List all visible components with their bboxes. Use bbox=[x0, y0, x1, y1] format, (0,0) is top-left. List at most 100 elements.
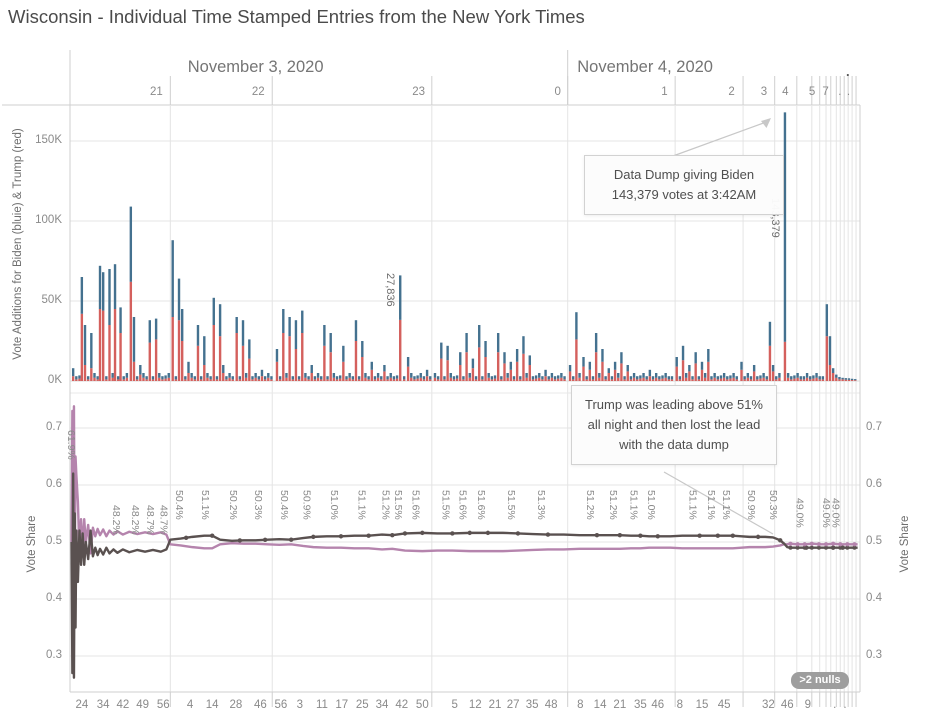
biden-bar bbox=[468, 373, 471, 378]
biden-bar bbox=[639, 375, 642, 379]
trump-bar bbox=[357, 379, 361, 381]
biden-share-marker bbox=[823, 542, 829, 547]
trump-bar bbox=[367, 379, 370, 381]
trump-bar bbox=[263, 379, 267, 381]
trump-bar bbox=[572, 379, 575, 381]
biden-bar bbox=[560, 373, 563, 378]
biden-bar bbox=[654, 373, 658, 378]
trump-bar bbox=[620, 363, 623, 381]
biden-bar bbox=[831, 368, 835, 373]
biden-bar bbox=[161, 376, 164, 380]
biden-bar bbox=[101, 272, 105, 311]
trump-bar bbox=[332, 377, 336, 381]
trump-bar bbox=[383, 371, 386, 381]
biden-bar bbox=[688, 365, 691, 372]
biden-bar bbox=[241, 320, 245, 346]
trump-bar bbox=[771, 371, 775, 381]
biden-bar bbox=[357, 376, 361, 380]
trump-bar bbox=[225, 379, 228, 381]
trump-bar bbox=[610, 379, 614, 381]
trump-bar bbox=[746, 377, 750, 381]
trump-bar bbox=[607, 373, 610, 381]
trump-bar bbox=[700, 369, 704, 381]
trump-bar bbox=[678, 379, 682, 381]
trump-bar bbox=[623, 379, 626, 381]
biden-bar bbox=[288, 317, 291, 337]
biden-bar bbox=[275, 349, 279, 362]
biden-bar bbox=[373, 376, 377, 380]
trump-bar bbox=[645, 379, 648, 381]
biden-bar bbox=[335, 376, 339, 380]
trump-share-marker bbox=[778, 538, 783, 543]
trump-bar bbox=[452, 379, 456, 381]
trump-bar bbox=[762, 377, 765, 381]
trump-bar bbox=[765, 379, 768, 381]
biden-bar bbox=[203, 336, 206, 365]
trump-bar bbox=[703, 377, 707, 381]
biden-bar bbox=[591, 376, 595, 380]
trump-bar bbox=[257, 379, 261, 381]
trump-bar bbox=[841, 379, 844, 381]
trump-bar bbox=[113, 309, 117, 381]
trump-bar bbox=[582, 366, 585, 381]
biden-bar bbox=[304, 373, 307, 378]
biden-bar bbox=[568, 365, 572, 372]
biden-bar bbox=[135, 376, 139, 380]
biden-bar bbox=[716, 376, 719, 380]
biden-bar bbox=[481, 376, 484, 380]
biden-bar bbox=[500, 376, 503, 380]
trump-bar bbox=[805, 377, 809, 381]
biden-share-marker bbox=[852, 542, 857, 547]
biden-bar bbox=[108, 269, 111, 325]
biden-bar bbox=[661, 375, 664, 379]
trump-bar bbox=[145, 379, 148, 381]
trump-bar bbox=[335, 379, 339, 381]
trump-bar bbox=[364, 377, 367, 381]
nulls-indicator-badge[interactable]: >2 nulls bbox=[791, 672, 849, 689]
trump-bar bbox=[691, 379, 694, 381]
trump-bar bbox=[732, 377, 735, 381]
trump-bar bbox=[812, 378, 815, 381]
biden-bar bbox=[691, 376, 694, 380]
biden-bar bbox=[225, 376, 228, 380]
trump-bar bbox=[222, 373, 225, 381]
biden-bar bbox=[651, 376, 655, 380]
trump-bar bbox=[825, 336, 829, 381]
trump-share-marker bbox=[262, 537, 268, 543]
trump-bar bbox=[187, 373, 190, 381]
biden-bar bbox=[617, 373, 620, 378]
biden-bar bbox=[429, 376, 432, 380]
trump-bar bbox=[667, 379, 671, 381]
trump-bar bbox=[193, 379, 197, 381]
biden-bar bbox=[645, 376, 648, 380]
biden-bar bbox=[604, 376, 607, 380]
biden-bar bbox=[228, 373, 231, 378]
biden-bar bbox=[282, 309, 285, 333]
biden-bar bbox=[541, 376, 544, 380]
trump-share-marker bbox=[311, 534, 316, 540]
biden-bar bbox=[575, 312, 578, 340]
trump-bar bbox=[413, 379, 416, 381]
trump-bar bbox=[275, 361, 279, 381]
trump-bar bbox=[778, 377, 781, 381]
trump-bar bbox=[670, 379, 674, 381]
biden-bar bbox=[154, 318, 158, 340]
biden-bar bbox=[257, 376, 261, 380]
biden-bar bbox=[348, 373, 351, 378]
biden-bar bbox=[122, 376, 125, 380]
biden-bar bbox=[105, 376, 108, 380]
trump-bar bbox=[80, 313, 84, 381]
biden-bar bbox=[765, 376, 768, 380]
biden-bar bbox=[402, 376, 406, 380]
trump-bar bbox=[244, 377, 248, 381]
trump-bar bbox=[793, 378, 796, 381]
biden-bar bbox=[664, 373, 667, 378]
biden-share-marker bbox=[845, 542, 850, 547]
trump-bar bbox=[313, 379, 317, 381]
trump-bar bbox=[722, 377, 726, 381]
trump-bar bbox=[399, 319, 402, 381]
biden-bar bbox=[399, 275, 402, 320]
biden-share-marker bbox=[802, 542, 807, 547]
biden-bar bbox=[762, 373, 765, 378]
trump-bar bbox=[578, 377, 581, 381]
